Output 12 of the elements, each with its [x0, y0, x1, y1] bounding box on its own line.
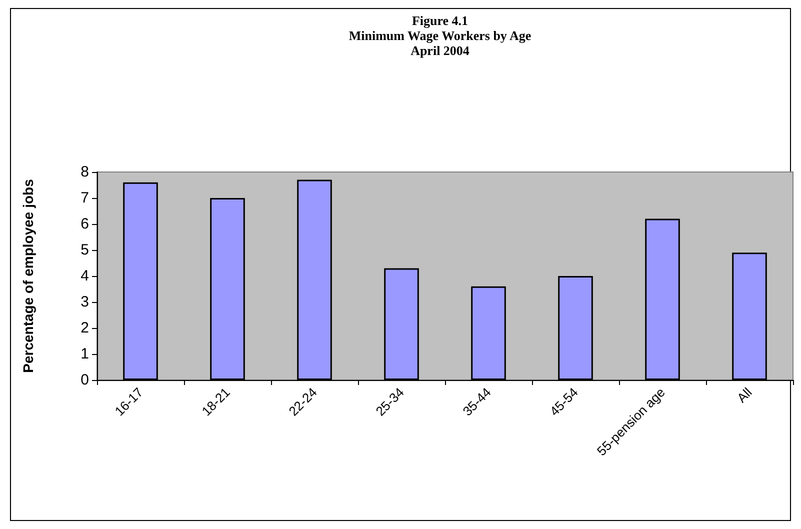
y-axis-title: Percentage of employee jobs — [20, 178, 36, 373]
y-tick-label: 4 — [80, 268, 89, 284]
y-tick-label: 8 — [80, 164, 89, 180]
y-tick-label: 5 — [80, 242, 89, 258]
chart-title: Figure 4.1 Minimum Wage Workers by Age April 2004 — [348, 13, 532, 58]
y-tick-label: 3 — [80, 294, 89, 310]
y-tick-label: 2 — [80, 320, 89, 336]
x-tick-label: All — [734, 384, 755, 406]
y-tick-label: 0 — [80, 372, 89, 388]
y-tick-label: 7 — [80, 190, 89, 206]
y-tick-label: 1 — [80, 346, 89, 362]
y-tick-label: 6 — [80, 216, 89, 232]
